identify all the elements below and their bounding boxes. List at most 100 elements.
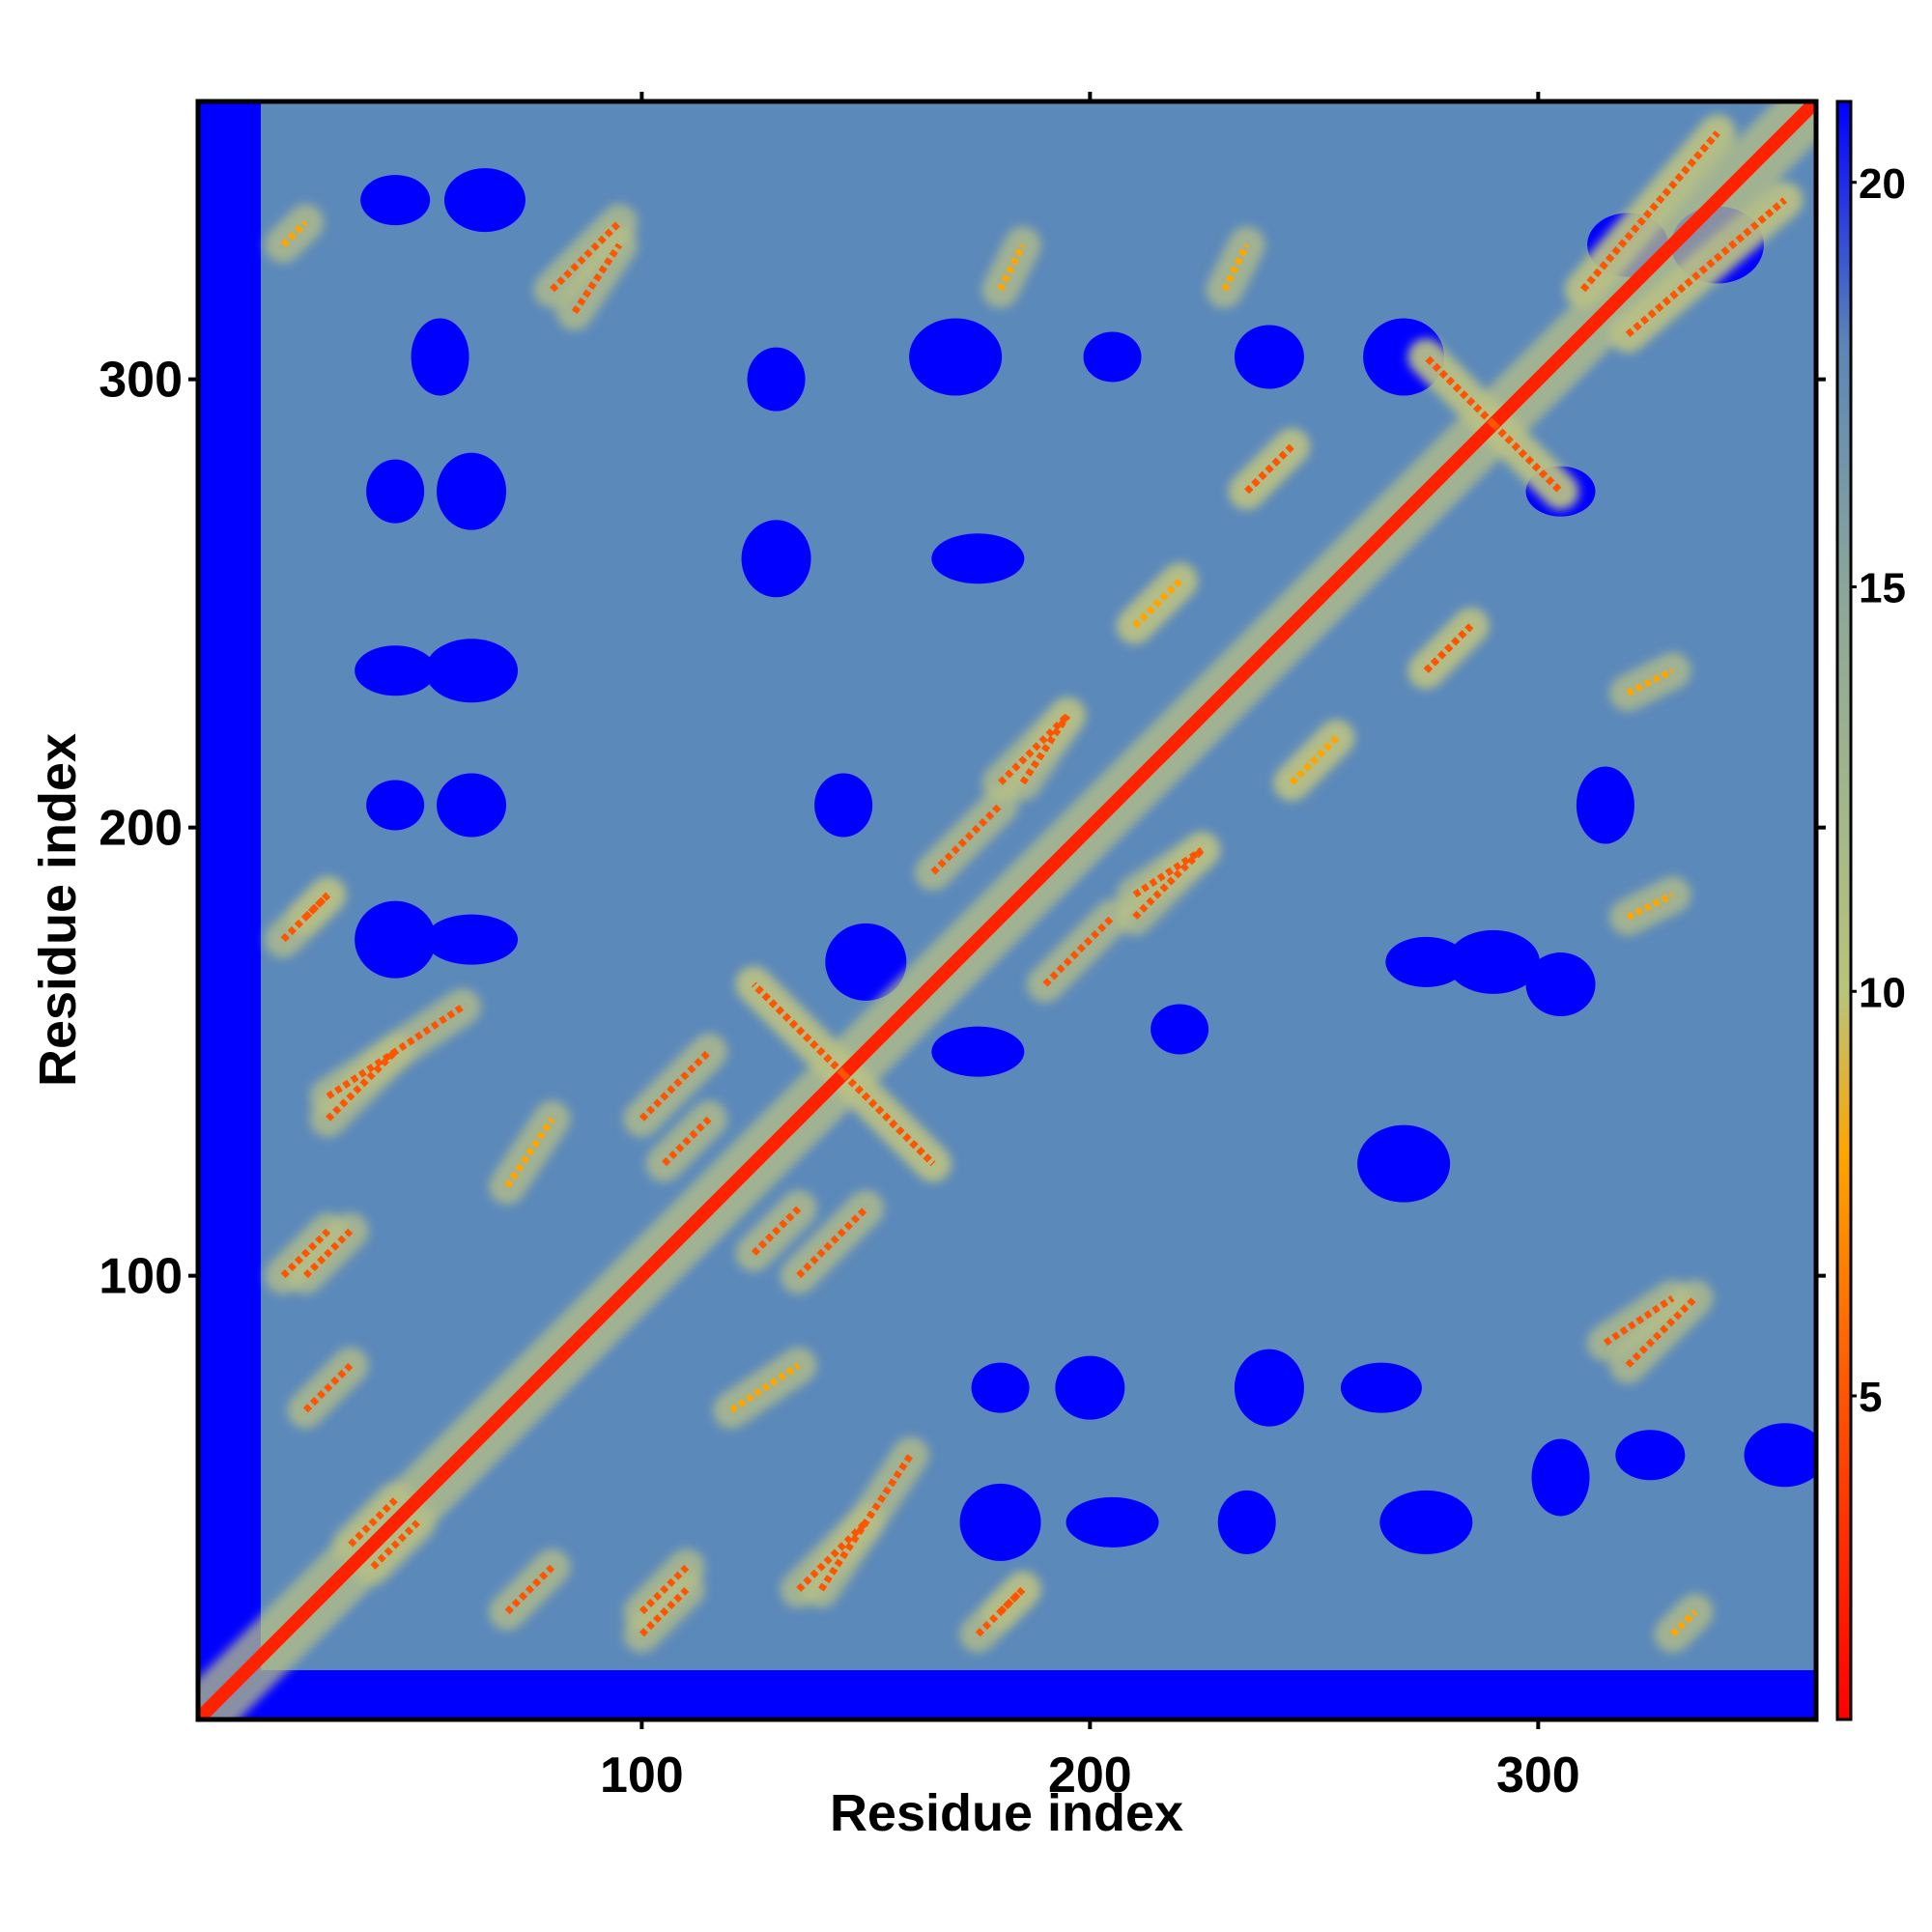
far-region-blob: [1576, 766, 1634, 844]
y-tick-label: 200: [99, 801, 183, 857]
far-region-blob: [1055, 1355, 1125, 1420]
colorbar-ticks: 5 10 15 20: [1851, 160, 1906, 1421]
contact-line-mirror: [504, 1117, 555, 1188]
contact-line-mirror: [302, 1362, 354, 1413]
far-region-blob: [425, 914, 519, 965]
far-region-blob: [1744, 1423, 1816, 1488]
heatmap-plot-area: [198, 101, 1816, 1719]
contact-line-mirror: [1423, 354, 1496, 427]
contact-line: [280, 219, 308, 247]
contact-line-mirror: [930, 802, 1004, 875]
contact-line: [639, 1586, 690, 1637]
far-region-blob: [931, 1026, 1025, 1077]
contact-line-mirror: [639, 1049, 712, 1122]
far-region-blob: [909, 318, 1003, 396]
far-region-blob: [747, 347, 806, 412]
y-tick-label: 300: [99, 353, 183, 409]
far-region-blob: [355, 900, 437, 979]
contact-line: [348, 1497, 398, 1548]
y-axis-title: Residue index: [29, 733, 87, 1087]
contact-line: [1626, 892, 1675, 921]
contact-line: [550, 219, 622, 293]
contact-line: [302, 1228, 354, 1279]
far-region-blob: [437, 452, 507, 530]
far-region-blob: [1379, 1490, 1473, 1554]
contact-line-mirror: [571, 242, 623, 315]
x-axis: 100 200 300: [600, 92, 1580, 1804]
far-region-blob: [1151, 1004, 1209, 1055]
colorbar-bar: [1835, 99, 1853, 1721]
far-region-blob: [1234, 1349, 1304, 1427]
contact-line-mirror: [1132, 847, 1205, 920]
far-region-blob: [1065, 1496, 1159, 1548]
far-region-blob: [366, 780, 425, 831]
far-region-blob: [443, 168, 526, 233]
contact-line: [796, 1206, 868, 1279]
far-region-blob: [741, 520, 811, 598]
colorbar: 5 10 15 20: [1835, 99, 1906, 1721]
contact-line-mirror: [280, 892, 331, 943]
contact-line: [998, 713, 1070, 785]
far-region-blob: [360, 175, 431, 226]
far-region-blob: [366, 459, 425, 524]
far-region-blob: [1385, 936, 1467, 987]
diagonal-contact-band: [198, 101, 1816, 1719]
far-region-blob: [1446, 929, 1540, 994]
contact-line: [302, 892, 331, 920]
far-region-layer: [198, 101, 1816, 1719]
contact-line-mirror: [1244, 443, 1294, 495]
contact-line: [975, 1586, 1026, 1637]
x-tick-label: 300: [1496, 1747, 1580, 1804]
contact-line-mirror: [1019, 713, 1071, 785]
far-region-blob: [1525, 952, 1596, 1017]
far-region-blob: [1217, 1490, 1276, 1554]
contact-line: [796, 1520, 868, 1592]
far-region-blob: [825, 923, 907, 1001]
y-axis: 100 200 300: [99, 353, 1826, 1305]
far-region-blob: [437, 773, 507, 838]
contact-line: [729, 1362, 801, 1413]
y-tick-label: 100: [99, 1249, 183, 1305]
contact-line-mirror: [1221, 242, 1250, 292]
far-region-blob: [814, 773, 873, 838]
far-region-blob: [1531, 1438, 1590, 1517]
contact-line-mirror: [1625, 1295, 1698, 1368]
contact-line: [1625, 197, 1787, 337]
contact-line-mirror: [751, 981, 846, 1077]
x-tick-label: 100: [600, 1747, 684, 1804]
x-axis-title: Residue index: [830, 1784, 1183, 1842]
contact-line: [1491, 421, 1564, 495]
far-region-blob: [1083, 331, 1142, 383]
far-region-blob: [355, 645, 437, 696]
contact-line: [1423, 623, 1474, 673]
contact-line: [1603, 1294, 1675, 1347]
colorbar-tick-label: 10: [1859, 969, 1906, 1016]
far-region-blob: [959, 1483, 1041, 1561]
x-tick-label: 200: [1048, 1747, 1132, 1804]
contact-line: [1289, 735, 1340, 785]
contact-line-mirror: [997, 242, 1026, 292]
contact-line-mirror: [818, 1453, 914, 1592]
far-region-blob: [1234, 325, 1304, 389]
far-region-blob: [1340, 1362, 1422, 1413]
far-region-blob: [1357, 1124, 1451, 1203]
far-region-left-band: [198, 101, 261, 1719]
contact-line-mirror: [1670, 1609, 1698, 1637]
contact-line-mirror: [1580, 130, 1720, 293]
far-region-blob: [1615, 1430, 1686, 1481]
contact-line: [662, 1116, 712, 1167]
far-region-blob: [971, 1362, 1030, 1413]
far-region-blob: [931, 533, 1025, 584]
contact-line-mirror: [326, 1049, 398, 1122]
contact-line-mirror: [639, 1564, 690, 1615]
contact-line-mirror: [370, 1520, 420, 1570]
contact-line: [840, 1071, 936, 1167]
plot-frame: [195, 99, 1819, 1722]
colorbar-tick-label: 15: [1859, 565, 1906, 612]
contact-line-mirror: [280, 1228, 331, 1279]
contact-line: [504, 1564, 555, 1615]
far-region-blob: [425, 639, 519, 703]
contact-line-mirror: [751, 1206, 802, 1256]
contact-line: [326, 1004, 465, 1099]
